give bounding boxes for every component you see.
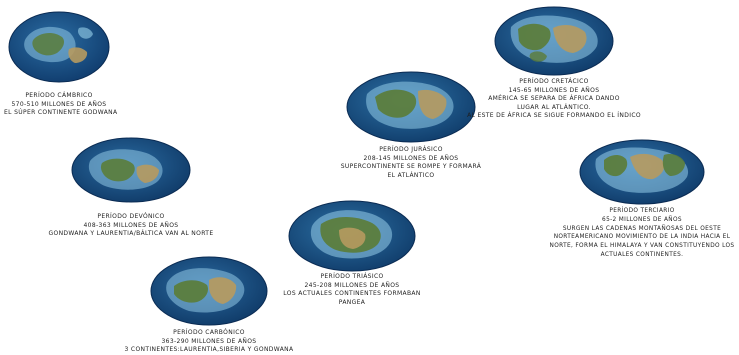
cretaceous-title: Período Cretácico — [519, 78, 589, 85]
panel-devonian: Período Devónico 408-363 millones de año… — [46, 136, 216, 239]
cretaceous-globe-image — [494, 6, 614, 76]
tertiary-note-2: norteamericano movimiento de la India ha… — [553, 234, 731, 241]
panel-cambrian: Período Cámbrico 570-510 millones de año… — [4, 10, 118, 118]
triassic-title: Período Triásico — [320, 273, 384, 280]
jurassic-title: Período Jurásico — [379, 146, 443, 153]
carboniferous-note-1: 3 continentes:Laurentia,Siberia y Gondwa… — [124, 346, 294, 354]
carboniferous-globe-image — [150, 256, 268, 326]
cretaceous-dates: 145-65 millones de años — [508, 86, 600, 94]
devonian-caption: Período Devónico 408-363 millones de año… — [46, 213, 216, 239]
cambrian-globe-image — [8, 11, 110, 83]
triassic-note-2: Pangea — [338, 298, 366, 306]
carboniferous-dates: 363-290 millones de años — [161, 337, 257, 345]
tertiary-note-1: Surgen las cadenas montañosas del oeste — [562, 225, 722, 232]
panel-tertiary: Período Terciario 65-2 millones de años … — [545, 138, 739, 260]
devonian-dates: 408-363 millones de años — [83, 221, 179, 229]
tertiary-title: Período Terciario — [609, 208, 675, 214]
carboniferous-title: Período Carbónico — [173, 329, 245, 336]
jurassic-globe-image — [346, 71, 476, 143]
cambrian-dates: 570-510 millones de años — [11, 100, 107, 108]
panel-jurassic: Período Jurásico 208-145 millones de año… — [328, 70, 494, 180]
cretaceous-note-1: América se separa de África dando — [488, 95, 620, 103]
panel-cretaceous: Período Cretácico 145-65 millones de año… — [464, 5, 644, 121]
cretaceous-note-3: Al este de África se sigue formando el Í… — [467, 112, 641, 120]
devonian-globe-image — [71, 137, 191, 203]
jurassic-note-1: Supercontinente se rompe y formará — [340, 163, 482, 171]
tertiary-globe-image — [579, 139, 705, 205]
devonian-title: Período Devónico — [97, 213, 165, 220]
cretaceous-caption: Período Cretácico 145-65 millones de año… — [464, 78, 644, 121]
cambrian-note-1: El súper continente Godwana — [4, 109, 118, 117]
panel-carboniferous: Período Carbónico 363-290 millones de añ… — [114, 255, 304, 355]
tertiary-caption: Período Terciario 65-2 millones de años … — [545, 207, 739, 260]
triassic-dates: 245-208 millones de años — [304, 281, 400, 289]
jurassic-dates: 208-145 millones de años — [363, 154, 459, 162]
jurassic-note-2: el Atlántico — [387, 171, 435, 179]
tertiary-note-4: actuales continentes. — [600, 251, 684, 258]
cambrian-title: Período Cámbrico — [25, 92, 93, 99]
triassic-globe-image — [288, 200, 416, 272]
tertiary-note-3: norte, forma el Himalaya y van constituy… — [549, 243, 735, 250]
tertiary-dates: 65-2 millones de años — [602, 216, 682, 223]
cambrian-caption: Período Cámbrico 570-510 millones de año… — [4, 92, 118, 118]
cretaceous-note-2: lugar al Atlántico. — [517, 103, 591, 111]
carboniferous-caption: Período Carbónico 363-290 millones de añ… — [114, 329, 304, 355]
triassic-caption: Período Triásico 245-208 millones de año… — [277, 273, 427, 307]
jurassic-caption: Período Jurásico 208-145 millones de año… — [328, 146, 494, 180]
panel-triassic: Período Triásico 245-208 millones de año… — [277, 199, 427, 307]
triassic-note-1: Los actuales continentes formaban — [283, 290, 421, 298]
devonian-note-1: Gondwana y Laurentia/Báltica van al nort… — [48, 230, 214, 238]
